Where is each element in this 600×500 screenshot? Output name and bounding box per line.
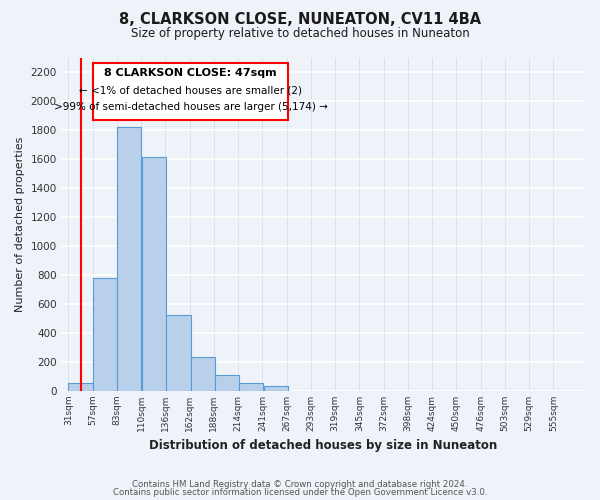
Text: Contains HM Land Registry data © Crown copyright and database right 2024.: Contains HM Land Registry data © Crown c…: [132, 480, 468, 489]
Bar: [142, 158, 166, 390]
Bar: [68, 384, 92, 390]
Text: ← <1% of detached houses are smaller (2): ← <1% of detached houses are smaller (2): [79, 86, 302, 96]
Bar: [166, 316, 191, 390]
Bar: [264, 386, 289, 390]
X-axis label: Distribution of detached houses by size in Nuneaton: Distribution of detached houses by size …: [149, 440, 497, 452]
Bar: [191, 356, 215, 390]
Text: Contains public sector information licensed under the Open Government Licence v3: Contains public sector information licen…: [113, 488, 487, 497]
Bar: [239, 382, 263, 390]
Y-axis label: Number of detached properties: Number of detached properties: [15, 136, 25, 312]
Text: >99% of semi-detached houses are larger (5,174) →: >99% of semi-detached houses are larger …: [53, 102, 328, 113]
Text: 8 CLARKSON CLOSE: 47sqm: 8 CLARKSON CLOSE: 47sqm: [104, 68, 277, 78]
Bar: [92, 278, 117, 390]
Bar: [215, 376, 239, 390]
Text: Size of property relative to detached houses in Nuneaton: Size of property relative to detached ho…: [131, 28, 469, 40]
Text: 8, CLARKSON CLOSE, NUNEATON, CV11 4BA: 8, CLARKSON CLOSE, NUNEATON, CV11 4BA: [119, 12, 481, 28]
FancyBboxPatch shape: [92, 64, 289, 120]
Bar: [117, 127, 141, 390]
